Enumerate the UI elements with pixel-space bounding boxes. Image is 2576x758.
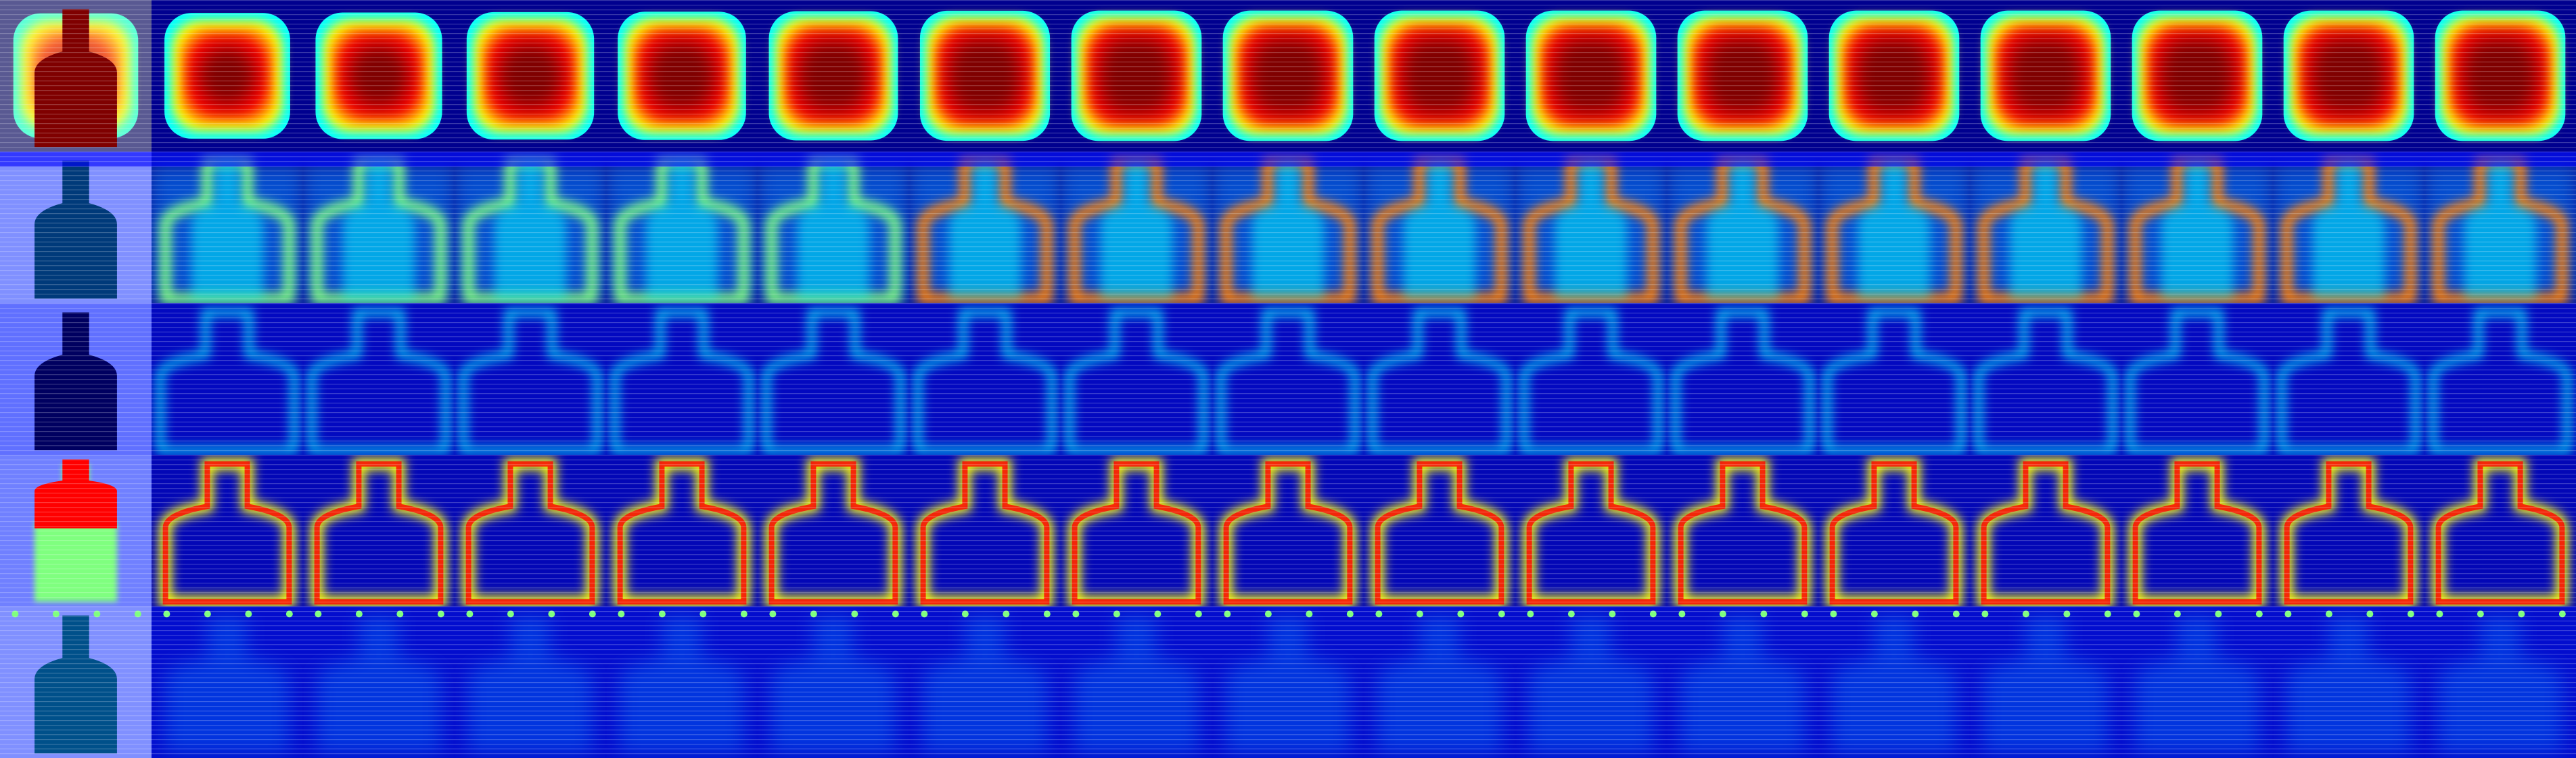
heatmap-tile bbox=[1818, 152, 1970, 303]
heatmap-tile bbox=[1818, 455, 1970, 606]
heatmap-tile bbox=[1364, 455, 1515, 606]
heatmap-tile bbox=[909, 152, 1061, 303]
heatmap-tile bbox=[152, 152, 303, 303]
heatmap-tile bbox=[1515, 455, 1667, 606]
heatmap-tile bbox=[1061, 0, 1212, 152]
heatmap-tile bbox=[1970, 303, 2121, 455]
heatmap-tile bbox=[0, 303, 152, 455]
heatmap-tile bbox=[2121, 152, 2273, 303]
heatmap-tile bbox=[455, 303, 606, 455]
heatmap-tile bbox=[2273, 606, 2424, 758]
heatmap-tile bbox=[152, 455, 303, 606]
heatmap-tile bbox=[1667, 152, 1818, 303]
heatmap-tile bbox=[1061, 606, 1212, 758]
heatmap-tile bbox=[1364, 303, 1515, 455]
heatmap-tile bbox=[758, 152, 909, 303]
heatmap-tile bbox=[606, 455, 758, 606]
heatmap-tile bbox=[1667, 303, 1818, 455]
heatmap-tile bbox=[1515, 152, 1667, 303]
heatmap-tile bbox=[0, 606, 152, 758]
heatmap-tile bbox=[1818, 606, 1970, 758]
heatmap-tile bbox=[2273, 0, 2424, 152]
heatmap-tile bbox=[1364, 606, 1515, 758]
heatmap-tile bbox=[303, 152, 455, 303]
heatmap-tile bbox=[303, 303, 455, 455]
heatmap-tile bbox=[606, 152, 758, 303]
heatmap-tile bbox=[0, 152, 152, 303]
heatmap-tile bbox=[1212, 455, 1364, 606]
heatmap-tile bbox=[2121, 455, 2273, 606]
heatmap-tile bbox=[2121, 0, 2273, 152]
heatmap-tile bbox=[1212, 0, 1364, 152]
heatmap-tile bbox=[1364, 0, 1515, 152]
heatmap-tile bbox=[2273, 303, 2424, 455]
heatmap-tile bbox=[1212, 606, 1364, 758]
heatmap-tile bbox=[2424, 606, 2576, 758]
heatmap-tile bbox=[1515, 303, 1667, 455]
heatmap-tile bbox=[2424, 455, 2576, 606]
heatmap-tile bbox=[2273, 455, 2424, 606]
heatmap-tile bbox=[2424, 303, 2576, 455]
heatmap-tile bbox=[303, 606, 455, 758]
heatmap-tile bbox=[455, 152, 606, 303]
heatmap-tile bbox=[1970, 0, 2121, 152]
heatmap-tile bbox=[758, 303, 909, 455]
heatmap-tile bbox=[1212, 152, 1364, 303]
heatmap-tile bbox=[606, 303, 758, 455]
heatmap-tile bbox=[606, 606, 758, 758]
heatmap-tile bbox=[2424, 152, 2576, 303]
heatmap-tile bbox=[1212, 303, 1364, 455]
heatmap-tile bbox=[2273, 152, 2424, 303]
heatmap-tile bbox=[1061, 152, 1212, 303]
heatmap-tile bbox=[152, 303, 303, 455]
heatmap-tile bbox=[758, 455, 909, 606]
heatmap-tile bbox=[0, 455, 152, 606]
heatmap-tile bbox=[1515, 0, 1667, 152]
heatmap-tile bbox=[1970, 152, 2121, 303]
heatmap-tile bbox=[909, 0, 1061, 152]
heatmap-tile bbox=[1970, 455, 2121, 606]
heatmap-tile bbox=[758, 0, 909, 152]
heatmap-tile bbox=[1515, 606, 1667, 758]
heatmap-tile bbox=[909, 606, 1061, 758]
heatmap-tile bbox=[0, 0, 152, 152]
heatmap-tile bbox=[2121, 606, 2273, 758]
heatmap-tile bbox=[909, 303, 1061, 455]
heatmap-tile bbox=[1061, 303, 1212, 455]
heatmap-tile bbox=[152, 606, 303, 758]
heatmap-tile bbox=[1667, 606, 1818, 758]
heatmap-tile bbox=[303, 0, 455, 152]
heatmap-tile bbox=[455, 0, 606, 152]
heatmap-tile bbox=[2424, 0, 2576, 152]
heatmap-tile bbox=[606, 0, 758, 152]
heatmap-tile bbox=[1818, 0, 1970, 152]
heatmap-tile bbox=[1818, 303, 1970, 455]
heatmap-tile bbox=[758, 606, 909, 758]
heatmap-tile bbox=[1667, 0, 1818, 152]
heatmap-tile bbox=[2121, 303, 2273, 455]
heatmap-tile bbox=[1667, 455, 1818, 606]
heatmap-tile bbox=[1364, 152, 1515, 303]
heatmap-tile bbox=[303, 455, 455, 606]
heatmap-tile bbox=[455, 606, 606, 758]
heatmap-tile bbox=[152, 0, 303, 152]
heatmap-tile bbox=[455, 455, 606, 606]
heatmap-tile bbox=[1970, 606, 2121, 758]
heatmap-tile bbox=[909, 455, 1061, 606]
heatmap-tile bbox=[1061, 455, 1212, 606]
